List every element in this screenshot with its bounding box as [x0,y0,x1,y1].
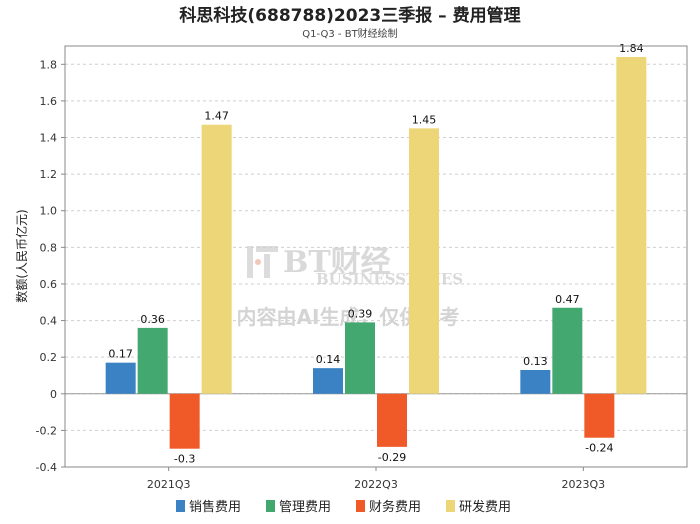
grid-lines [65,63,687,468]
data-labels: 0.17 0.36 -0.3 1.47 0.14 0.39 -0.29 1.45 0.13 0.4… [108,42,643,466]
data-label: 1.47 [204,110,229,123]
bar-2021Q3-管理费用 [137,327,168,394]
legend: 销售费用 管理费用 财务费用 研发费用 [176,499,511,515]
data-label: -0.24 [585,442,613,455]
bar-2021Q3-研发费用 [201,124,232,394]
y-tick-label: 0.8 [40,241,58,254]
data-label: 0.39 [348,307,373,320]
y-tick-label: 1.8 [40,58,58,71]
bar-2023Q3-财务费用 [584,393,615,438]
x-tick-label: 2022Q3 [354,478,398,491]
data-label: 1.45 [412,113,437,126]
bar-2022Q3-销售费用 [313,368,343,394]
legend-label: 销售费用 [189,499,241,515]
bar-2021Q3-财务费用 [169,393,200,449]
bar-2023Q3-研发费用 [616,56,647,394]
y-tick-label: 0.4 [40,315,58,328]
watermark-brand-en: BUSINESSTIMES [316,270,463,288]
x-tick-label: 2021Q3 [147,478,191,491]
data-label: 0.36 [140,313,165,326]
chart-title: 科思科技(688788)2023三季报 – 费用管理 [179,5,520,26]
legend-label: 管理费用 [279,500,331,515]
bar-2021Q3-销售费用 [105,362,136,394]
data-label: 0.13 [523,355,548,368]
y-tick-label: -0.2 [36,424,57,437]
y-tick-label: 1.0 [40,205,58,218]
y-axis-label: 数额(人民币亿元) [14,209,29,302]
data-label: 0.14 [316,353,341,366]
x-axis-ticks: 2021Q3 2022Q3 2023Q3 [147,467,605,491]
watermark-logo-icon [247,246,278,278]
y-tick-label: 1.2 [40,168,58,181]
y-tick-label: 0.6 [40,278,58,291]
x-tick-label: 2023Q3 [562,478,606,491]
data-label: -0.29 [378,451,406,464]
bar-2023Q3-管理费用 [552,307,583,394]
legend-label: 研发费用 [459,499,511,515]
bar-2022Q3-研发费用 [409,128,439,394]
y-tick-label: 0.2 [40,351,58,364]
data-label: 0.47 [555,293,580,306]
bars [105,56,647,449]
data-label: -0.3 [174,453,195,466]
legend-swatch [356,500,365,512]
bar-2022Q3-管理费用 [345,322,375,394]
legend-swatch [266,500,275,512]
legend-label: 财务费用 [369,499,421,515]
data-label: 1.84 [619,42,644,55]
y-tick-label: 1.6 [40,95,58,108]
legend-swatch [176,500,185,512]
chart-subtitle: Q1-Q3 - BT财经绘制 [302,27,397,40]
y-tick-label: 1.4 [40,132,58,145]
watermark-brand: BT财经 [283,245,391,280]
bar-2023Q3-销售费用 [520,369,551,394]
legend-swatch [446,500,455,512]
plot-frame [64,45,688,468]
y-tick-label: -0.4 [36,461,57,474]
y-tick-label: 0 [50,388,57,401]
data-label: 0.17 [108,348,133,361]
bar-2022Q3-财务费用 [377,393,407,447]
y-axis-ticks: -0.4 -0.2 0 0.2 0.4 0.6 0.8 1.0 1.2 1.4 1.6 1.8 [36,58,65,474]
